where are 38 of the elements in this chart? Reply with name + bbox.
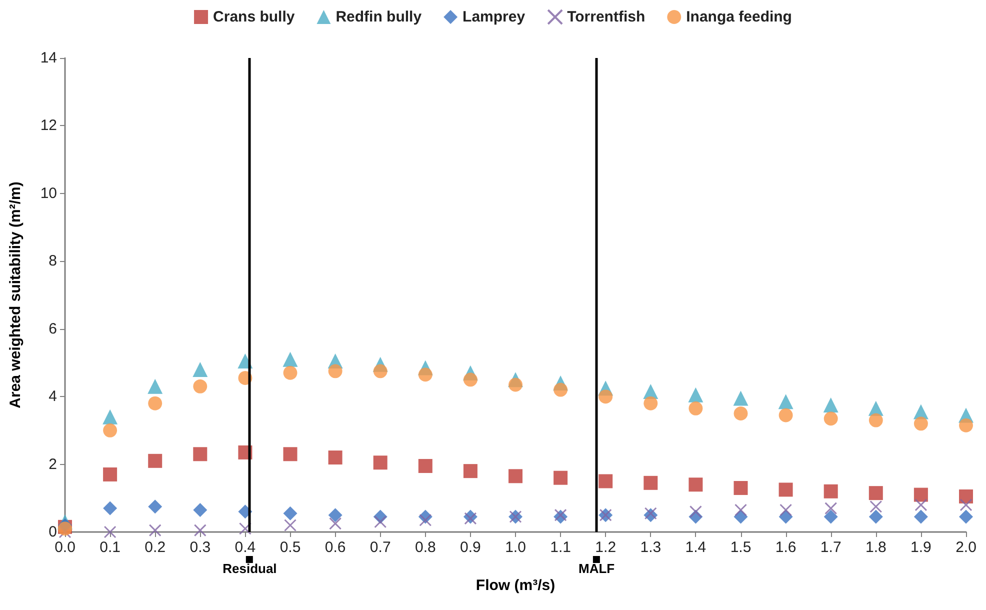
x-tick-label: 0.1 [100, 539, 120, 556]
legend-label: Torrentfish [567, 8, 646, 26]
x-tick-label: 0.8 [414, 539, 436, 556]
ref-line-label: Residual [222, 561, 277, 576]
x-tick-label: 1.4 [685, 539, 706, 556]
legend-label: Redfin bully [336, 8, 422, 26]
x-tick-label: 0.7 [370, 539, 391, 556]
legend-label: Inanga feeding [686, 8, 792, 26]
legend-label: Crans bully [213, 8, 296, 26]
x-tick-label: 0.2 [144, 539, 166, 556]
x-tick-label: 1.1 [550, 539, 571, 556]
legend-label: Lamprey [462, 8, 526, 26]
x-tick-label: 0.4 [234, 539, 256, 556]
x-tick-label: 1.9 [910, 539, 932, 556]
y-tick-label: 0 [48, 524, 57, 540]
x-tick-label: 0.5 [280, 539, 301, 556]
x-tick-label: 2.0 [956, 539, 976, 556]
x-tick-label: 1.0 [505, 539, 526, 556]
y-tick-label: 8 [48, 252, 57, 270]
x-tick-label: 1.3 [640, 539, 662, 556]
y-tick-label: 12 [40, 117, 57, 134]
x-tick-label: 0.3 [190, 539, 211, 556]
x-tick-label: 0.9 [460, 539, 481, 556]
y-tick-label: 14 [40, 50, 57, 66]
ref-line-label: MALF [578, 561, 615, 576]
y-tick-label: 4 [48, 388, 57, 406]
x-tick-label: 0.6 [324, 539, 346, 556]
y-tick-label: 6 [48, 320, 57, 338]
y-tick-label: 10 [40, 184, 57, 202]
x-tick-label: 0.0 [54, 539, 76, 556]
x-tick-label: 1.7 [820, 539, 842, 556]
x-tick-label: 1.6 [775, 539, 796, 556]
y-axis-title: Area weighted suitability (m²/m) [7, 182, 24, 408]
x-tick-label: 1.8 [865, 539, 886, 556]
x-axis-title: Flow (m³/s) [476, 577, 556, 594]
y-tick-label: 2 [48, 456, 57, 473]
x-tick-label: 1.2 [595, 539, 616, 556]
x-tick-label: 1.5 [730, 539, 752, 556]
